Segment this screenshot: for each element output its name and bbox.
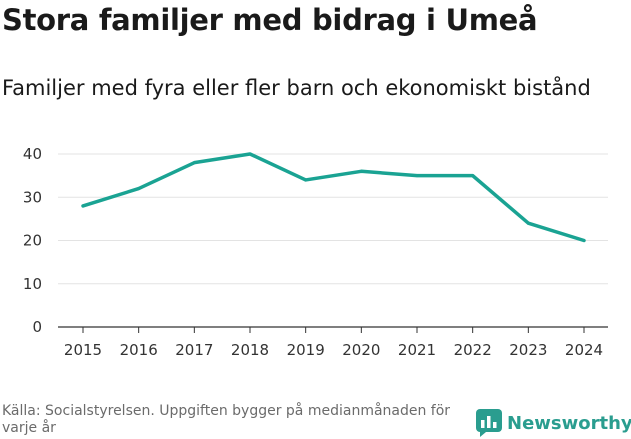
x-tick-label-2019: 2019 [287, 341, 325, 359]
x-tick-label-2021: 2021 [398, 341, 436, 359]
data-point-2023 [526, 221, 530, 225]
chart-subtitle: Familjer med fyra eller fler barn och ek… [2, 76, 591, 100]
x-tick-label-2022: 2022 [454, 341, 492, 359]
data-point-2016 [137, 187, 141, 191]
x-tick-label-2017: 2017 [175, 341, 213, 359]
x-tick-label-2020: 2020 [342, 341, 380, 359]
x-tick-label-2015: 2015 [64, 341, 102, 359]
y-tick-label-0: 0 [32, 318, 42, 336]
y-tick-label-10: 10 [23, 275, 42, 293]
y-tick-label-40: 40 [23, 145, 42, 163]
x-tick-label-2023: 2023 [509, 341, 547, 359]
x-tick-label-2016: 2016 [120, 341, 158, 359]
x-tick-label-2024: 2024 [565, 341, 603, 359]
newsworthy-brand: Newsworthy [476, 408, 631, 438]
y-tick-label-30: 30 [23, 188, 42, 206]
chart-title: Stora familjer med bidrag i Umeå [2, 3, 538, 37]
data-point-2015 [81, 204, 85, 208]
data-point-2019 [304, 178, 308, 182]
data-point-2022 [471, 174, 475, 178]
y-tick-label-20: 20 [23, 232, 42, 250]
x-tick-label-2018: 2018 [231, 341, 269, 359]
line-chart: 0 10 20 30 40 2015 2016 2017 2018 2019 2020 2021 202… [23, 145, 608, 359]
data-point-2021 [415, 174, 419, 178]
data-point-2020 [359, 169, 363, 173]
data-point-2024 [582, 239, 586, 242]
source-note: Källa: Socialstyrelsen. Uppgiften bygger… [2, 403, 451, 436]
series-line-0 [81, 152, 586, 243]
brand-name: Newsworthy [507, 412, 631, 434]
data-point-2018 [248, 152, 252, 156]
data-point-2017 [192, 161, 196, 165]
newsworthy-logo-icon [476, 409, 502, 437]
